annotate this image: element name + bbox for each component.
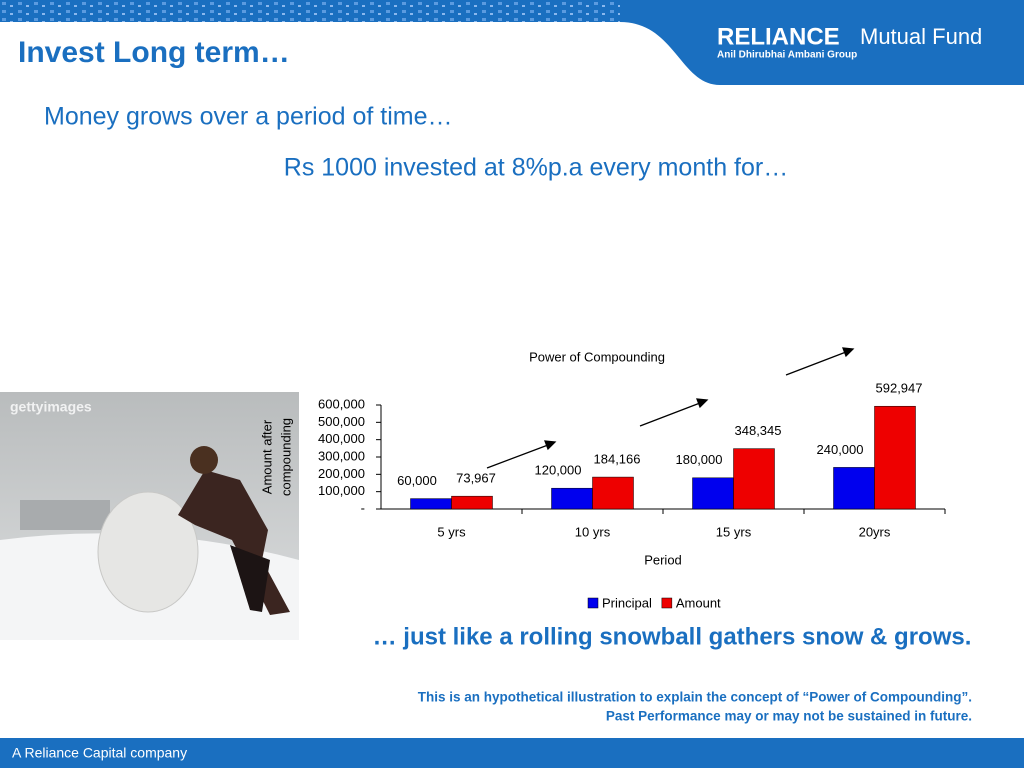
legend-label: Amount bbox=[676, 595, 721, 610]
value-label: 73,967 bbox=[456, 471, 496, 486]
value-label: 348,345 bbox=[735, 423, 782, 438]
bar bbox=[874, 405, 916, 510]
value-label: 180,000 bbox=[676, 452, 723, 467]
y-axis-label: Amount after bbox=[259, 419, 274, 494]
photo-watermark: gettyimages bbox=[10, 399, 92, 415]
premise: Rs 1000 invested at 8%p.a every month fo… bbox=[284, 154, 788, 182]
bar bbox=[551, 487, 593, 510]
legend-label: Principal bbox=[602, 595, 652, 610]
value-label: 60,000 bbox=[397, 473, 437, 488]
slide-title: Invest Long term… bbox=[18, 36, 290, 69]
growth-arrows bbox=[486, 347, 855, 469]
bar bbox=[451, 495, 493, 510]
photo: gettyimages bbox=[0, 392, 299, 640]
y-tick-label: 400,000 bbox=[318, 431, 365, 446]
logo-group: Anil Dhirubhai Ambani Group bbox=[717, 50, 857, 61]
value-label: 592,947 bbox=[876, 381, 923, 396]
x-tick-label: 5 yrs bbox=[437, 524, 466, 539]
value-label: 120,000 bbox=[535, 463, 582, 478]
bar bbox=[733, 448, 775, 510]
subtitle: Money grows over a period of time… bbox=[44, 103, 453, 131]
logo-panel bbox=[620, 0, 1024, 85]
y-tick-label: 200,000 bbox=[318, 466, 365, 481]
y-tick-label: 300,000 bbox=[318, 448, 365, 463]
bar bbox=[833, 467, 875, 510]
y-tick-label: 500,000 bbox=[318, 414, 365, 429]
logo-brand: RELIANCE bbox=[717, 23, 840, 50]
x-axis-label: Period bbox=[644, 552, 682, 567]
value-label: 240,000 bbox=[817, 442, 864, 457]
footer-text: A Reliance Capital company bbox=[12, 745, 187, 761]
legend-swatch bbox=[587, 597, 599, 609]
chart-title: Power of Compounding bbox=[529, 349, 665, 364]
disclaimer-line: This is an hypothetical illustration to … bbox=[418, 690, 972, 705]
bar bbox=[692, 477, 734, 510]
disclaimer-line: Past Performance may or may not be susta… bbox=[606, 709, 972, 724]
bar bbox=[592, 476, 634, 510]
legend-swatch bbox=[661, 597, 673, 609]
tagline: … just like a rolling snowball gathers s… bbox=[373, 623, 972, 650]
footer-band bbox=[0, 738, 1024, 768]
value-label: 184,166 bbox=[594, 452, 641, 467]
x-tick-label: 15 yrs bbox=[716, 524, 752, 539]
bar bbox=[410, 498, 452, 510]
y-axis-label: compounding bbox=[278, 418, 293, 496]
y-tick-label: 100,000 bbox=[318, 483, 365, 498]
y-tick-label: 600,000 bbox=[318, 396, 365, 411]
logo-product: Mutual Fund bbox=[860, 24, 982, 49]
y-tick-label: - bbox=[361, 500, 365, 515]
chart: Power of Compounding Period Amount after… bbox=[259, 349, 946, 610]
x-tick-label: 20yrs bbox=[859, 524, 891, 539]
x-tick-label: 10 yrs bbox=[575, 524, 611, 539]
